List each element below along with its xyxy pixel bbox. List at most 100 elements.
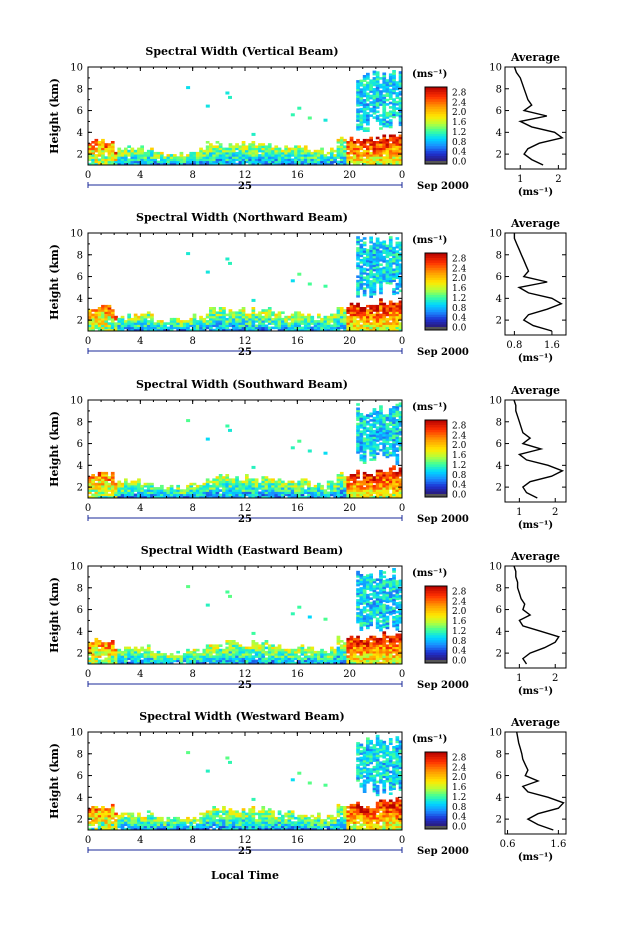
heatmap-cell (225, 493, 230, 497)
heatmap-cell (241, 495, 246, 499)
heatmap-cell (117, 489, 122, 492)
heatmap-cell (356, 247, 360, 250)
heatmap-cell (290, 612, 295, 616)
heatmap-cell (372, 438, 377, 442)
heatmap-cell (388, 262, 393, 265)
heatmap-cell (284, 151, 288, 155)
colorbar-segment (425, 420, 447, 423)
heatmap-cell (137, 317, 141, 321)
heatmap-cell (205, 104, 210, 108)
heatmap-cell (238, 657, 243, 661)
heatmap-cell (388, 88, 393, 92)
colorbar-unit-label: (ms⁻¹) (412, 402, 447, 413)
heatmap-cell (392, 113, 396, 117)
heatmap-cell (277, 484, 282, 488)
heatmap-cell (366, 283, 370, 287)
heatmap-cell (359, 659, 364, 663)
heatmap-cell (287, 149, 292, 153)
heatmap-cell (398, 493, 403, 497)
heatmap-cell (150, 147, 154, 151)
heatmap-cell (287, 657, 292, 661)
colorbar-segment (425, 294, 447, 298)
heatmap-cell (231, 642, 236, 645)
heatmap-cell (356, 281, 360, 285)
heatmap-cell (398, 404, 403, 408)
heatmap-cell (179, 160, 184, 164)
heatmap-cell (110, 320, 115, 323)
heatmap-cell (379, 587, 383, 590)
heatmap-cell (307, 615, 312, 619)
heatmap-cell (356, 581, 360, 585)
average-y-tick-label: 6 (496, 272, 502, 283)
heatmap-cell (261, 495, 266, 499)
heatmap-cell (375, 147, 380, 151)
heatmap-cell (143, 657, 148, 661)
colorbar-segment (425, 439, 447, 443)
heatmap-cell (366, 116, 370, 119)
heatmap-cell (307, 315, 311, 319)
heatmap-cell (366, 315, 370, 319)
heatmap-cell (150, 653, 154, 656)
heatmap-cell (359, 615, 364, 618)
colorbar-segment (425, 299, 447, 303)
heatmap-cell (330, 655, 334, 658)
heatmap-cell (375, 493, 380, 497)
heatmap-cell (101, 642, 105, 645)
heatmap-cell (356, 288, 360, 292)
heatmap-cell (379, 448, 383, 452)
heatmap-cell (395, 619, 400, 622)
heatmap-cell (88, 491, 92, 495)
colorbar-frame (424, 86, 448, 165)
heatmap-cell (372, 81, 377, 85)
heatmap-cell (254, 642, 259, 645)
heatmap-cell (336, 650, 341, 654)
heatmap-cell (366, 585, 370, 588)
heatmap-cell (264, 478, 269, 481)
heatmap-cell (369, 107, 373, 111)
heatmap-cell (333, 648, 337, 652)
heatmap-cell (127, 657, 131, 661)
heatmap-cell (228, 322, 233, 325)
heatmap-cell (284, 482, 288, 486)
heatmap-cell (382, 268, 387, 272)
heatmap-cell (294, 313, 298, 317)
heatmap-cell (392, 640, 396, 643)
heatmap-cell (251, 648, 256, 652)
heatmap-cell (169, 158, 174, 162)
heatmap-cell (290, 650, 295, 654)
heatmap-cell (395, 103, 400, 106)
heatmap-cell (375, 75, 380, 79)
heatmap-cell (339, 147, 344, 151)
heatmap-cell (382, 423, 387, 426)
heatmap-cell (379, 653, 383, 656)
heatmap-cell (372, 158, 377, 162)
heatmap-cell (225, 640, 230, 643)
colorbar-segment (425, 136, 447, 140)
heatmap-cell (189, 154, 194, 157)
heatmap-cell (212, 154, 216, 157)
heatmap-cell (281, 158, 285, 162)
heatmap-cell (385, 275, 390, 278)
heatmap-cell (124, 655, 128, 658)
heatmap-cell (398, 326, 403, 330)
heatmap-cell (379, 274, 383, 277)
heatmap-cell (281, 493, 285, 497)
heatmap-cell (97, 328, 102, 332)
heatmap-cell (362, 269, 367, 273)
heatmap-cell (192, 489, 197, 492)
heatmap-cell (228, 324, 233, 328)
heatmap-cell (362, 578, 367, 581)
heatmap-cell (343, 657, 347, 661)
heatmap-cell (385, 491, 390, 495)
heatmap-cell (359, 79, 364, 83)
heatmap-cell (362, 282, 367, 286)
heatmap-cell (287, 482, 292, 486)
heatmap-cell (359, 439, 364, 442)
heatmap-cell (137, 661, 141, 665)
heatmap-cell (202, 160, 207, 164)
heatmap-cell (339, 491, 344, 495)
heatmap-cell (382, 489, 387, 492)
heatmap-cell (264, 476, 269, 479)
heatmap-cell (231, 315, 236, 319)
heatmap-cell (398, 156, 403, 159)
